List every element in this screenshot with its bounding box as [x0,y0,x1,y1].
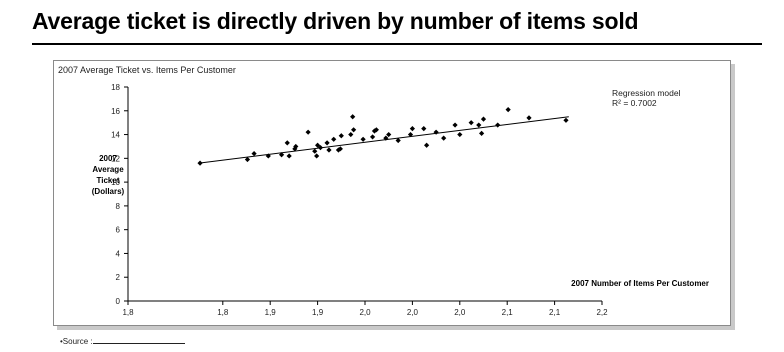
x-tick-label: 1,8 [122,308,134,317]
data-point [360,136,366,142]
data-point [278,152,285,158]
y-tick-label: 0 [116,297,121,306]
x-tick-label: 2,0 [407,308,419,317]
scatter-chart: 2007 Average Ticket vs. Items Per Custom… [53,60,731,326]
chart-canvas: 2007 Average Ticket vs. Items Per Custom… [58,65,709,317]
x-tick-label: 1,9 [312,308,324,317]
data-point [348,131,354,138]
data-point [526,115,532,121]
data-point [433,129,439,135]
data-point [395,137,401,144]
source-label: •Source : [60,337,93,346]
data-point [326,147,332,153]
data-point [563,117,569,123]
x-tick-label: 2,0 [454,308,466,317]
regression-annotation: Regression model [612,88,681,98]
x-tick-label: 2,1 [502,308,514,317]
source-note: •Source : [60,337,185,346]
data-point [324,140,330,146]
data-point [468,120,474,126]
page-title: Average ticket is directly driven by num… [32,8,639,34]
data-point [373,127,379,133]
data-point [305,129,311,135]
data-point [314,153,320,159]
x-tick-label: 2,0 [359,308,371,317]
data-point [286,153,292,159]
y-axis-label: Average [92,165,124,174]
data-point [351,127,357,133]
data-point [409,126,415,132]
y-tick-label: 14 [111,131,120,140]
data-point [350,114,356,120]
data-point [421,126,427,132]
y-tick-label: 16 [111,107,120,116]
data-point [476,122,482,128]
data-point [383,135,389,141]
data-point [369,134,376,140]
trendline [199,116,569,164]
data-point [441,135,447,141]
data-point [244,156,251,163]
data-point [265,153,271,159]
data-point [317,145,324,151]
data-point [457,131,463,138]
data-point [284,140,290,146]
title-divider [32,43,762,45]
data-point [315,142,321,148]
x-axis-label: 2007 Number of Items Per Customer [571,279,709,288]
y-axis-label: Ticket [97,176,120,185]
x-tick-label: 2,1 [549,308,561,317]
data-point [479,130,485,136]
y-tick-label: 8 [116,202,121,211]
data-point [337,146,343,152]
x-tick-label: 1,8 [217,308,229,317]
source-blank [92,337,185,344]
y-tick-label: 2 [116,273,121,282]
data-point [505,106,511,113]
y-tick-label: 12 [111,154,120,163]
data-point [312,148,318,154]
data-point [251,150,257,157]
x-tick-label: 2,2 [596,308,608,317]
y-tick-label: 18 [111,83,120,92]
y-tick-label: 10 [111,178,120,187]
chart-title: 2007 Average Ticket vs. Items Per Custom… [58,65,236,75]
x-tick-label: 1,9 [265,308,277,317]
data-point [338,133,344,139]
data-point [480,116,487,122]
data-point [452,122,458,128]
y-axis-label: 2007 [99,154,117,163]
data-point [386,131,392,138]
data-point [424,142,430,148]
regression-annotation: R² = 0.7002 [612,98,657,108]
data-point [495,122,501,128]
data-point [331,136,337,142]
data-point [197,160,203,166]
y-tick-label: 4 [116,249,121,258]
y-tick-label: 6 [116,226,121,235]
data-point [407,131,414,138]
y-axis-label: (Dollars) [92,187,125,196]
